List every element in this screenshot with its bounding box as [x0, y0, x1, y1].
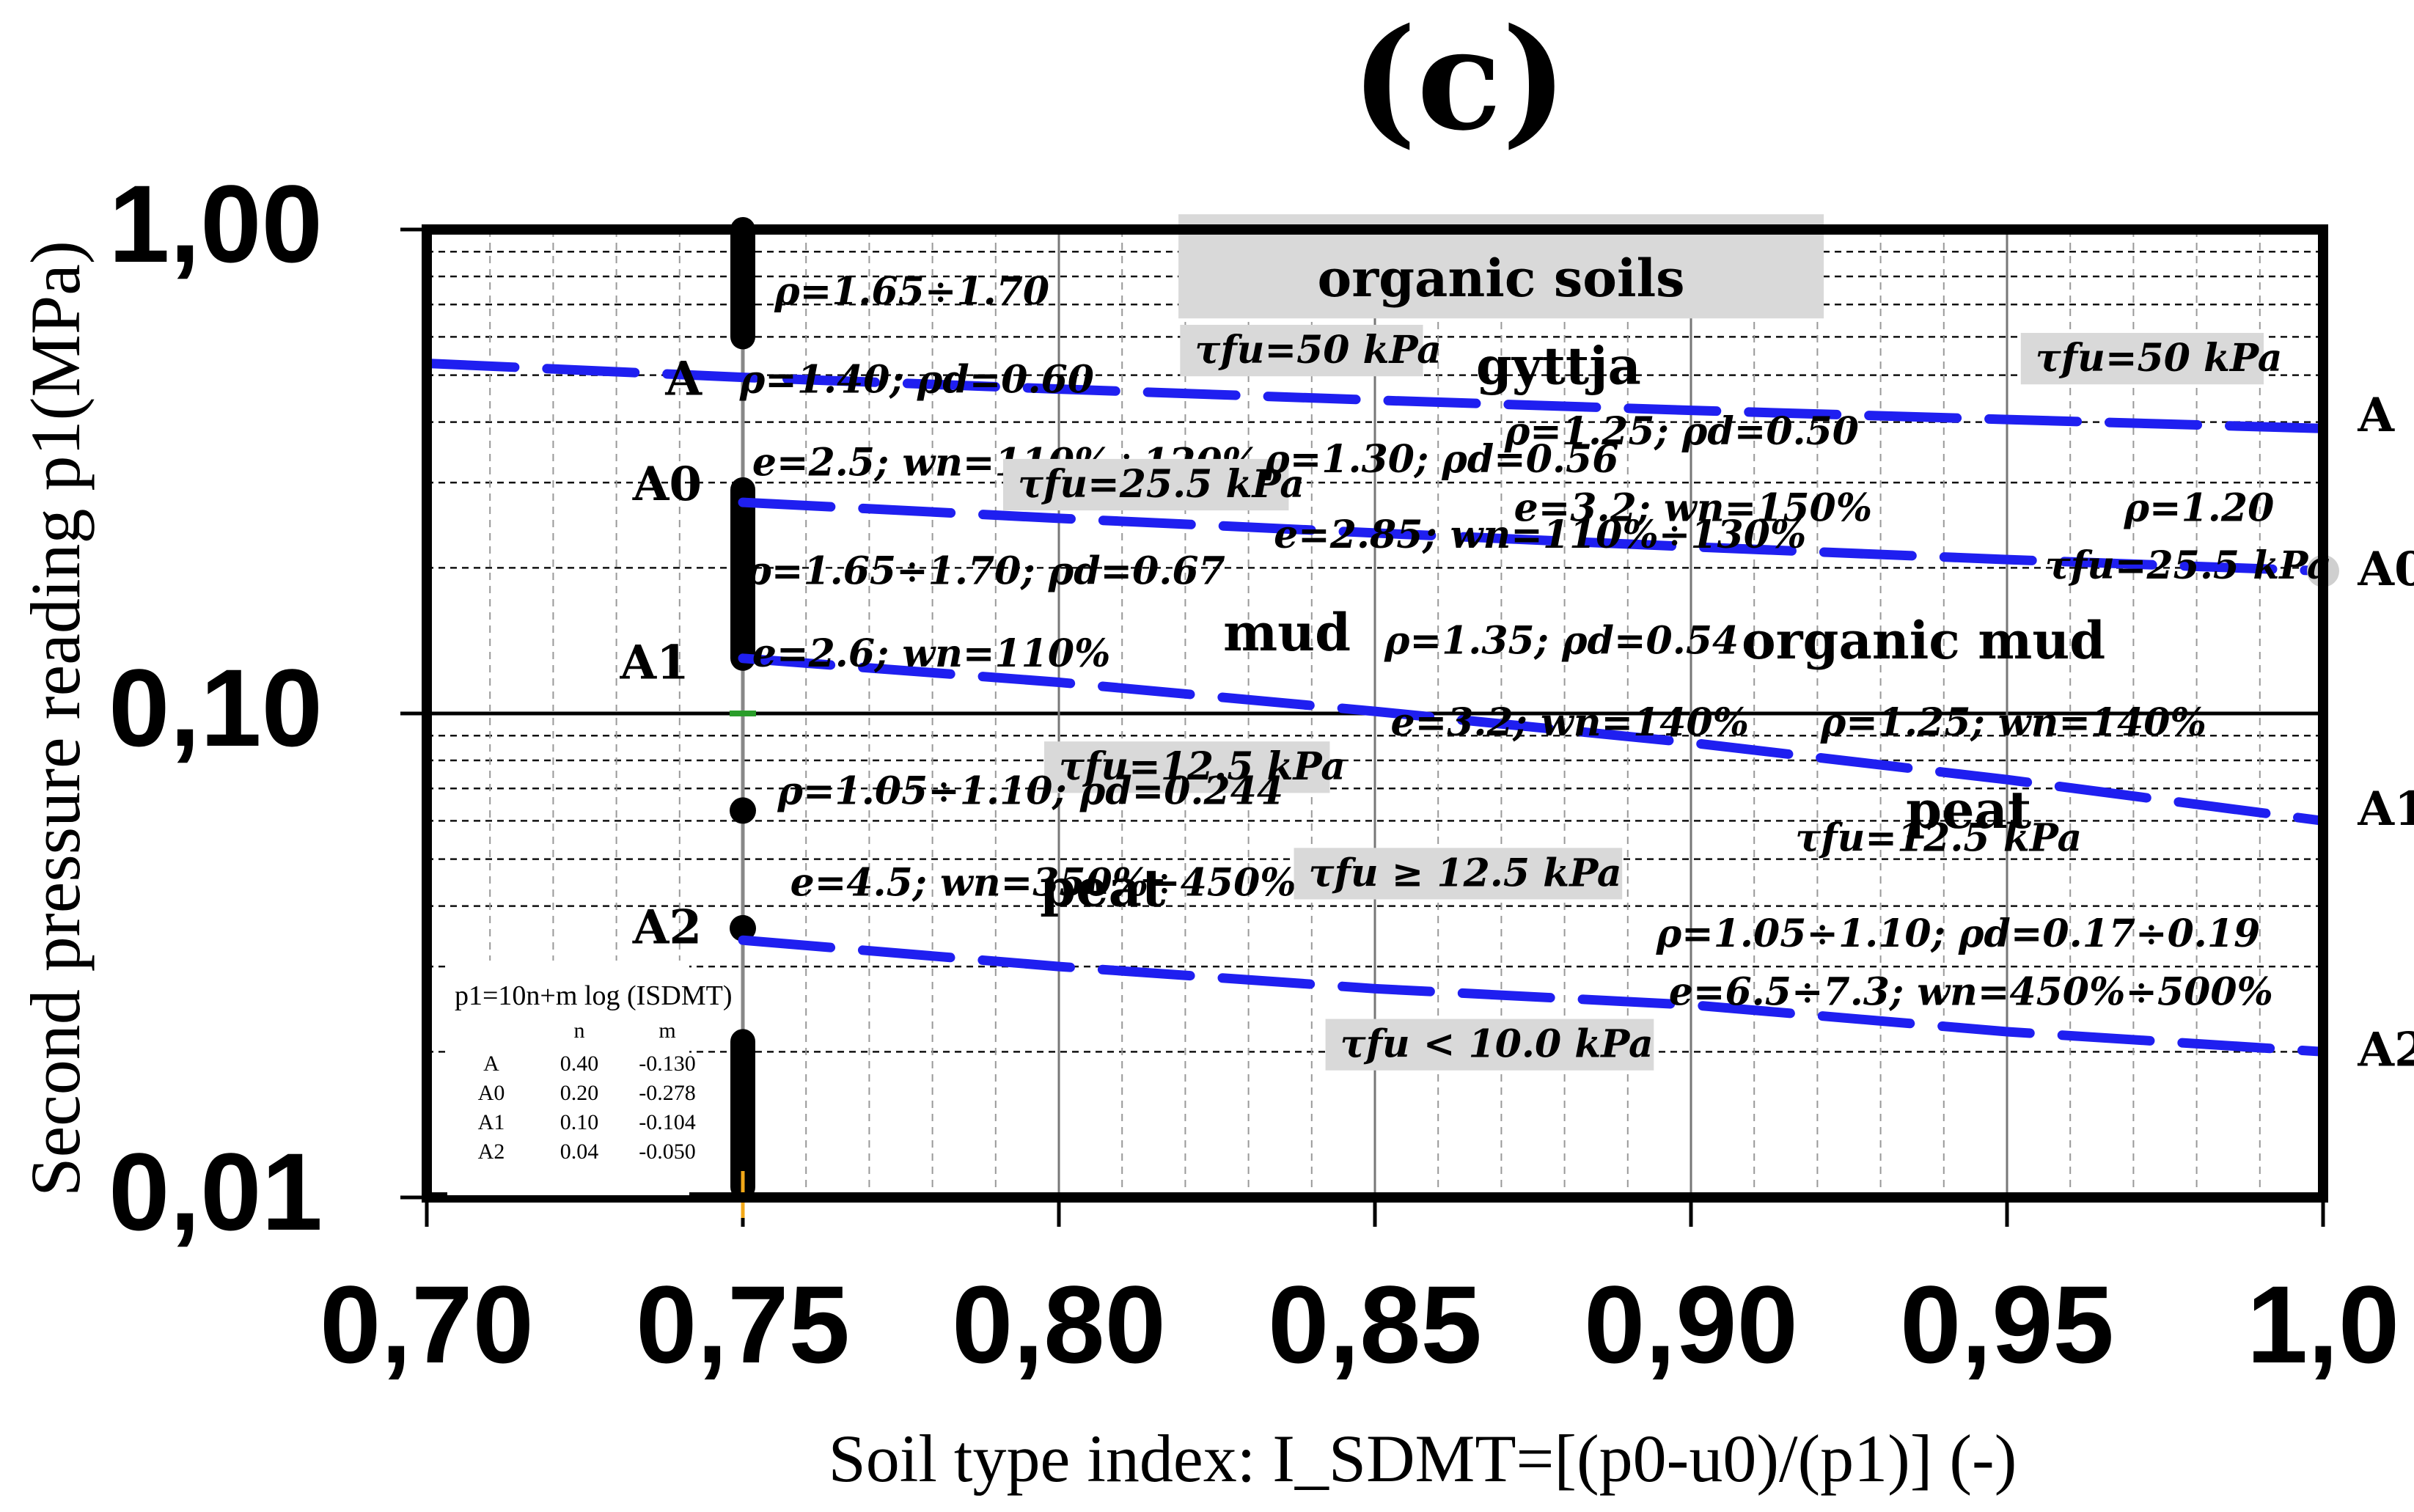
annotation: ρ=1.05÷1.10; ρd=0.17÷0.19 [1656, 911, 2261, 956]
annotation: ρ=1.30; ρd=0.56 [1263, 437, 1618, 482]
zone-label: peat [1906, 779, 2031, 840]
legend-cell: -0.278 [639, 1081, 696, 1105]
x-axis-title: Soil type index: I_SDMT=[(p0-u0)/(p1)] (… [829, 1421, 2017, 1496]
y-tick-label: 0,10 [109, 646, 323, 769]
y-tick-label: 1,00 [109, 162, 323, 285]
legend-header: m [658, 1019, 675, 1043]
annotation: τfu=12.5 kPa [1059, 744, 1346, 789]
x-tick-label: 0,75 [636, 1263, 850, 1386]
curve-label: A0 [632, 457, 702, 512]
legend-cell: A2 [478, 1139, 505, 1164]
annotation: ρ=1.35; ρd=0.54 [1384, 618, 1739, 663]
legend-cell: -0.130 [639, 1052, 696, 1076]
annotations: ρ=1.65÷1.70ρ=1.40; ρd=0.60e=2.5; wn=110%… [739, 269, 2332, 1071]
series-line-A2 [738, 935, 2328, 1057]
annotation-box [2020, 333, 2264, 385]
annotation: e=6.5÷7.3; wn=450%÷500% [1669, 969, 2273, 1014]
annotation: τfu < 10.0 kPa [1340, 1022, 1654, 1067]
annotation-box [1002, 458, 1289, 511]
annotation: e=2.85; wn=110%÷130% [1274, 513, 1806, 557]
annotation: ρ=1.40; ρd=0.60 [739, 358, 1094, 403]
curve-labels: A A0 A1 A2 A A0 A1 A2 [620, 352, 2414, 1078]
y-tick-label: 0,01 [109, 1130, 323, 1253]
x-tick-label: 0,70 [320, 1263, 534, 1386]
annotation: e=3.2; wn=140% [1391, 700, 1750, 745]
annotation: ρ=1.65÷1.70 [774, 269, 1049, 314]
series-lines [422, 359, 2339, 1057]
annotation-box [1180, 324, 1423, 377]
x-tick-label: 1,0 [2247, 1263, 2400, 1386]
annotation: τfu=25.5 kPa [2045, 543, 2332, 588]
legend-cell: 0.40 [560, 1052, 599, 1076]
annotation: ρ=1.65÷1.70; ρd=0.67 [745, 549, 1225, 594]
legend-table: p1=10n+m log (ISDMT) n m A 0.40 -0.130 A0 0.20 -… [447, 961, 733, 1195]
zone-label: peat [1040, 858, 1165, 919]
curve-label: A1 [2357, 782, 2414, 837]
annotation: e=2.6; wn=110% [752, 631, 1111, 676]
y-axis-ticks: 1,00 0,10 0,01 [109, 162, 427, 1253]
bar-point [730, 797, 756, 824]
legend-cell: -0.104 [639, 1110, 696, 1134]
x-axis-ticks: 0,70 0,75 0,80 0,85 0,90 0,95 1,0 [320, 1197, 2399, 1386]
annotation: e=3.2; wn=150% [1514, 485, 1873, 530]
legend-cell: A1 [478, 1110, 505, 1134]
legend-cell: -0.050 [639, 1139, 696, 1164]
x-tick-label: 0,95 [1900, 1263, 2114, 1386]
annotation: τfu=50 kPa [2036, 336, 2283, 381]
annotation: τfu=50 kPa [1195, 328, 1442, 373]
index-0.75-marker [710, 217, 776, 1218]
x-tick-label: 0,80 [952, 1263, 1166, 1386]
annotation: ρ=1.05÷1.10; ρd=0.244 [777, 768, 1283, 813]
curve-label: A2 [2357, 1023, 2414, 1078]
x-tick-label: 0,85 [1268, 1263, 1482, 1386]
curve-label: A [664, 352, 702, 407]
legend-cell: A0 [478, 1081, 505, 1105]
curve-label: A2 [632, 900, 702, 955]
plot-frame [422, 224, 2328, 1203]
curve-label: A1 [620, 636, 689, 691]
legend-cell: 0.20 [560, 1081, 599, 1105]
bar-point [730, 914, 756, 942]
panel-label: (c) [1351, 0, 1567, 161]
annotation: τfu=12.5 kPa [1795, 815, 2082, 860]
annotation-box [1325, 1019, 1654, 1071]
series-line-A0 [738, 497, 2328, 576]
legend-cell: 0.10 [560, 1110, 599, 1134]
legend-equation: p1=10n+m log (ISDMT) [455, 980, 733, 1011]
y-axis-title: Second pressure reading p1(MPa) [16, 241, 95, 1197]
annotation: τfu ≥ 12.5 kPa [1308, 851, 1621, 895]
zone-label: organic mud [1742, 610, 2105, 671]
curve-label: A [2357, 388, 2395, 443]
annotation: τfu=25.5 kPa [1018, 462, 1305, 507]
zone-label: gyttja [1476, 335, 1641, 396]
annotation: ρ=1.25; ρd=0.50 [1504, 409, 1859, 454]
curve-label: A0 [2357, 542, 2414, 597]
series-line-A1 [738, 653, 2328, 826]
legend-cell: 0.04 [560, 1139, 599, 1164]
zone-label: mud [1223, 602, 1351, 663]
legend-bg [447, 961, 689, 1195]
zone-label: organic soils [1318, 248, 1685, 309]
annotation-box [1044, 741, 1330, 793]
x-tick-label: 0,90 [1584, 1263, 1798, 1386]
annotation-box [1294, 848, 1623, 900]
legend-header: n [574, 1019, 585, 1043]
annotation: ρ=1.20 [2123, 485, 2274, 530]
annotation: e=4.5; wn=350%÷450% [790, 861, 1296, 906]
annotation: ρ=1.25; wn=140% [1820, 700, 2206, 745]
legend-cell: A [483, 1052, 499, 1076]
series-line-A [422, 359, 2328, 433]
